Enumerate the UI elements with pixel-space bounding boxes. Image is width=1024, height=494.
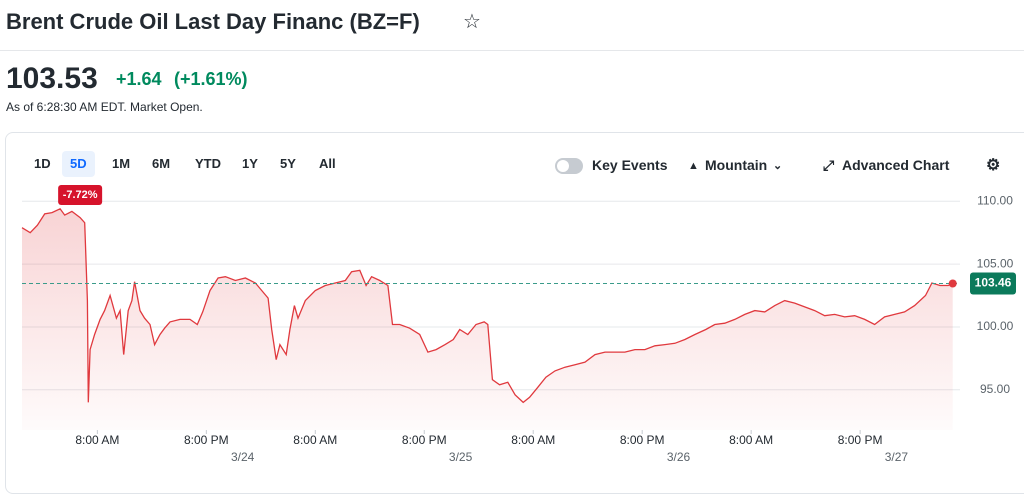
range-tab[interactable]: 5D (62, 151, 95, 177)
date-label: 3/26 (667, 450, 691, 464)
x-tick-label: 8:00 PM (838, 433, 883, 447)
last-point (948, 279, 957, 288)
range-tab[interactable]: 1M (112, 156, 131, 171)
price: 103.53 (6, 62, 98, 95)
mountain-icon: ▲ (688, 160, 699, 172)
timestamp: As of 6:28:30 AM EDT. Market Open. (6, 100, 203, 114)
range-tab[interactable]: 6M (152, 156, 171, 171)
x-tick-label: 8:00 AM (75, 433, 119, 447)
range-tab[interactable]: 5Y (280, 156, 296, 171)
price-line (21, 207, 953, 404)
range-tab[interactable]: All (319, 156, 336, 171)
last-price-label: 103.46 (975, 276, 1012, 290)
last-price-tag (970, 272, 1016, 295)
x-tick-label: 8:00 AM (729, 433, 773, 447)
price-change: +1.64 (116, 69, 162, 89)
settings[interactable]: ⚙ (986, 157, 1001, 174)
y-tick-label: 105.00 (977, 256, 1014, 270)
key-events-toggle[interactable] (555, 158, 583, 174)
range-tab[interactable]: 1Y (242, 156, 258, 171)
date-label: 3/27 (885, 450, 909, 464)
expand-icon: ⤢ (823, 157, 835, 173)
change-badge-label: -7.72% (63, 189, 98, 201)
date-label: 3/25 (449, 450, 473, 464)
key-events[interactable]: Key Events (592, 157, 668, 173)
page: Brent Crude Oil Last Day Financ (BZ=F) ☆… (0, 9, 1024, 494)
watchlist-star[interactable]: ☆ (463, 11, 481, 33)
y-tick-label: 95.00 (980, 382, 1010, 396)
range-tab[interactable]: YTD (195, 156, 221, 171)
x-tick-label: 8:00 PM (402, 433, 447, 447)
title: Brent Crude Oil Last Day Financ (BZ=F) (6, 9, 420, 34)
date-label: 3/24 (231, 450, 255, 464)
price-change-percent: (+1.61%) (174, 69, 248, 89)
dropdown-caret: ⌄ (773, 160, 783, 172)
x-tick-label: 8:00 AM (511, 433, 555, 447)
x-tick-label: 8:00 PM (184, 433, 229, 447)
advanced-chart[interactable]: Advanced Chart (842, 157, 950, 173)
x-tick-label: 8:00 PM (620, 433, 665, 447)
divider (0, 50, 1024, 51)
area-fill (22, 208, 953, 430)
x-tick-label: 8:00 AM (293, 433, 337, 447)
y-tick-label: 110.00 (977, 193, 1013, 207)
change-badge (58, 185, 103, 205)
range-tab[interactable]: 1D (34, 156, 51, 171)
chart-style[interactable]: Mountain (705, 157, 768, 173)
chart: 110.00 105.00 100.00 95.00 8:00 AM 8:00 PM 8:0… (21, 185, 1016, 464)
y-tick-label: 100.00 (977, 319, 1014, 333)
